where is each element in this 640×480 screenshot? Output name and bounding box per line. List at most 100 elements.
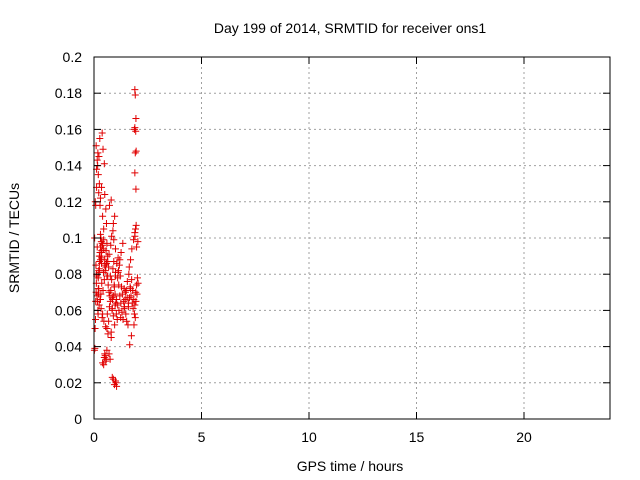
data-point: [96, 252, 104, 260]
grid: [94, 57, 610, 419]
data-point: [93, 156, 101, 164]
data-point: [128, 276, 136, 284]
data-point: [111, 212, 119, 220]
data-point: [112, 310, 120, 318]
data-point: [110, 236, 118, 244]
data-point: [121, 288, 129, 296]
data-point: [134, 279, 142, 287]
data-point: [102, 205, 110, 213]
data-point: [132, 147, 140, 155]
data-point: [98, 183, 106, 191]
data-point: [105, 303, 113, 311]
data-point: [96, 201, 104, 209]
data-point: [131, 124, 139, 132]
data-point: [133, 243, 141, 251]
data-point: [99, 359, 107, 367]
data-point: [107, 286, 115, 294]
data-point: [112, 379, 120, 387]
y-tick-label: 0.18: [55, 85, 82, 101]
data-point: [125, 294, 133, 302]
data-point: [102, 220, 110, 228]
data-point: [120, 297, 128, 305]
x-tick-label: 5: [198, 429, 206, 445]
data-point: [131, 169, 139, 177]
x-tick-label: 10: [301, 429, 317, 445]
data-point: [105, 201, 113, 209]
data-point: [124, 321, 132, 329]
data-point: [103, 346, 111, 354]
data-point: [129, 305, 137, 313]
x-tick-label: 20: [516, 429, 532, 445]
data-point: [105, 263, 113, 271]
data-point: [122, 310, 130, 318]
data-point: [105, 250, 113, 258]
data-point: [124, 303, 132, 311]
data-point: [133, 281, 141, 289]
data-point: [132, 185, 140, 193]
data-point: [91, 344, 99, 352]
data-point: [100, 276, 108, 284]
data-point: [131, 225, 139, 233]
data-point: [109, 312, 117, 320]
data-point: [109, 220, 117, 228]
data-point: [110, 258, 118, 266]
data-point: [95, 189, 103, 197]
data-point: [117, 248, 125, 256]
data-point: [117, 314, 125, 322]
data-point: [98, 279, 106, 287]
data-point: [108, 373, 116, 381]
data-point: [133, 274, 141, 282]
data-point: [119, 239, 127, 247]
data-point: [131, 91, 139, 99]
data-point: [103, 310, 111, 318]
data-point: [105, 317, 113, 325]
y-tick-label: 0.1: [63, 230, 83, 246]
data-point: [95, 285, 103, 293]
tick-labels: 0 0.02 0.04 0.06 0.08 0.1 0.12 0.14 0.16 0.18 0.2 0…: [55, 49, 532, 445]
data-point: [127, 292, 135, 300]
data-point: [96, 296, 104, 304]
data-point: [98, 259, 106, 267]
data-point: [108, 276, 116, 284]
data-point: [131, 232, 139, 240]
data-point: [123, 317, 131, 325]
data-point: [111, 290, 119, 298]
data-point: [130, 321, 138, 329]
data-point: [99, 145, 107, 153]
y-tick-label: 0.02: [55, 375, 82, 391]
axis-ticks: [93, 56, 610, 420]
data-point: [108, 306, 116, 314]
data-point: [103, 325, 111, 332]
data-point: [101, 191, 109, 199]
data-point: [99, 268, 107, 276]
data-point: [127, 256, 135, 264]
data-point: [104, 258, 112, 266]
data-point: [120, 285, 128, 293]
data-point: [111, 301, 119, 309]
data-point: [97, 290, 105, 298]
data-point: [128, 245, 136, 253]
y-tick-label: 0.04: [55, 339, 82, 355]
data-point: [108, 232, 116, 240]
data-point: [134, 238, 142, 246]
data-point: [109, 265, 117, 273]
data-point: [104, 330, 112, 338]
data-point: [115, 267, 123, 275]
data-point: [95, 153, 103, 161]
data-point: [99, 212, 107, 220]
data-point: [126, 283, 134, 291]
data-point: [102, 323, 110, 331]
y-tick-label: 0.2: [63, 49, 83, 65]
y-tick-label: 0: [74, 411, 82, 427]
data-point: [132, 221, 140, 229]
data-point: [130, 236, 138, 244]
data-point: [97, 238, 105, 246]
data-point: [95, 265, 103, 273]
data-point: [100, 160, 108, 168]
data-point: [100, 361, 108, 369]
x-tick-label: 15: [409, 429, 425, 445]
data-point: [128, 299, 136, 307]
data-point: [132, 288, 140, 296]
